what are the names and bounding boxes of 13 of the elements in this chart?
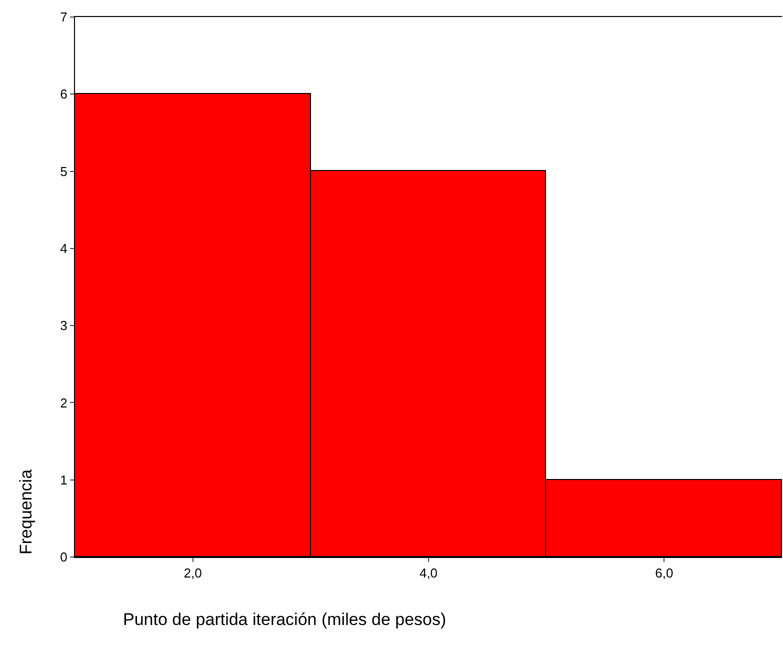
y-tick-label: 0: [60, 550, 68, 565]
x-tick-label: 6,0: [655, 566, 674, 581]
y-axis-title: Frequencia: [16, 468, 36, 555]
x-axis-title: Punto de partida iteración (miles de pesos): [123, 610, 446, 629]
x-tick-label: 4,0: [419, 566, 438, 581]
x-tick-label: 2,0: [184, 566, 202, 581]
y-tick-label: 6: [60, 86, 68, 102]
y-tick-label: 1: [60, 472, 68, 488]
y-tick-label: 2: [60, 395, 68, 410]
y-tick-label: 7: [60, 10, 68, 25]
y-tick-label: 3: [60, 318, 68, 334]
y-tick-label: 5: [60, 164, 68, 179]
y-tick-label: 4: [60, 240, 68, 256]
